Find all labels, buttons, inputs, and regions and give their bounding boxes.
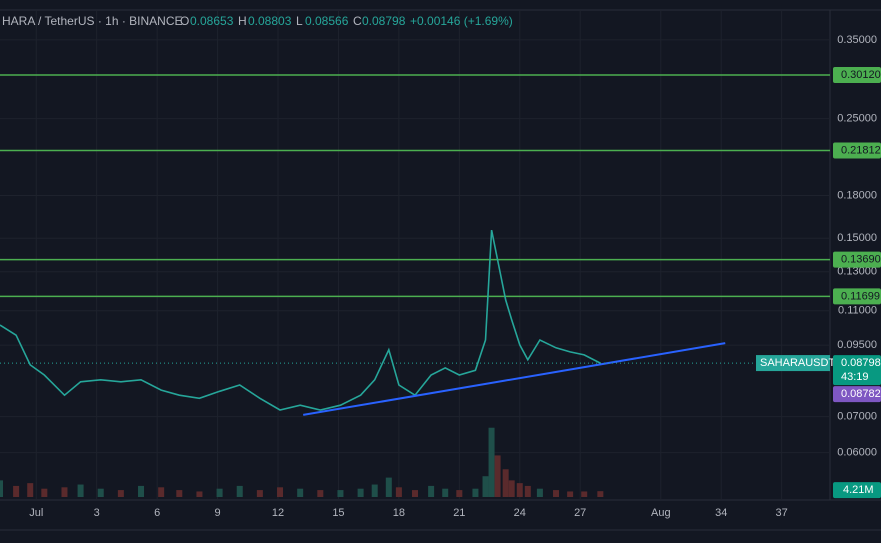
ohlc-value: 0.08798 xyxy=(362,14,406,28)
x-tick-label: Jul xyxy=(29,507,43,519)
volume-bar xyxy=(138,485,145,497)
volume-bar xyxy=(502,469,509,497)
level-label-box xyxy=(833,251,881,268)
volume-label-box xyxy=(833,482,881,499)
volume-bar xyxy=(117,490,124,497)
x-tick-label: 12 xyxy=(272,507,284,519)
volume-bar xyxy=(13,485,20,497)
y-tick-label: 0.07000 xyxy=(837,410,877,422)
volume-bar xyxy=(196,491,203,497)
volume-bar xyxy=(317,490,324,497)
x-tick-label: 24 xyxy=(514,507,526,519)
ohlc-label: C xyxy=(353,14,362,28)
level-label: 0.11699 xyxy=(841,290,880,302)
volume-bar xyxy=(482,476,489,497)
volume-bar xyxy=(236,485,243,497)
y-tick-label: 0.18000 xyxy=(837,189,877,201)
last-price-box xyxy=(833,355,881,386)
header: HARA / TetherUS · 1h · BINANCE O 0.08653… xyxy=(2,14,513,28)
series-name: SAHARAUSDT xyxy=(760,357,835,369)
volume-bar xyxy=(371,484,378,497)
level-label-box xyxy=(833,142,881,159)
x-tick-label: 27 xyxy=(574,507,586,519)
volume-bar xyxy=(61,487,68,497)
volume-bar xyxy=(277,487,284,497)
volume-label: 4.21M xyxy=(843,484,874,496)
series-name-box xyxy=(756,355,830,372)
volume-bar xyxy=(357,488,364,497)
volume-bar xyxy=(567,491,574,497)
volume-bar xyxy=(428,485,435,497)
volume-bar xyxy=(536,488,543,497)
y-tick-label: 0.25000 xyxy=(837,113,877,125)
last-price: 0.08798 xyxy=(841,357,881,369)
volume-bar xyxy=(516,483,523,497)
x-tick-label: 3 xyxy=(94,507,100,519)
x-tick-label: 21 xyxy=(453,507,465,519)
volume-bar xyxy=(442,488,449,497)
ohlc-value: 0.08566 xyxy=(305,14,349,28)
bid-price-box xyxy=(833,386,881,403)
grid xyxy=(0,10,830,500)
volume-bar xyxy=(158,487,165,497)
volume-bar xyxy=(508,480,515,497)
x-tick-label: 6 xyxy=(154,507,160,519)
volume-bar xyxy=(412,490,418,497)
volume-bar xyxy=(337,490,344,497)
volume-bar xyxy=(27,483,34,497)
volume-bar xyxy=(395,487,402,497)
volume-bar xyxy=(256,490,263,497)
level-label-box xyxy=(833,67,881,84)
volume-bar xyxy=(553,490,560,497)
volume-bar xyxy=(297,488,304,497)
volume-bar xyxy=(216,488,223,497)
x-tick-label: 18 xyxy=(393,507,405,519)
ohlc-value: 0.08803 xyxy=(248,14,292,28)
level-label: 0.30120 xyxy=(841,69,881,81)
volume-bar xyxy=(524,485,531,497)
ohlc-value: 0.08653 xyxy=(190,14,234,28)
volume-bar xyxy=(472,488,479,497)
trendline xyxy=(303,342,726,416)
ohlc-label: H xyxy=(238,14,247,28)
price-line xyxy=(0,229,601,411)
volume-bar xyxy=(0,480,3,497)
bid-price: 0.08782 xyxy=(841,388,881,400)
volume-bar xyxy=(581,491,588,497)
ohlc-label: O xyxy=(180,14,189,28)
y-tick-label: 0.15000 xyxy=(837,232,877,244)
x-tick-label: 15 xyxy=(332,507,344,519)
x-tick-label: 34 xyxy=(715,507,727,519)
volume-bar xyxy=(97,488,104,497)
level-label: 0.13690 xyxy=(841,253,881,265)
y-tick-label: 0.09500 xyxy=(837,339,877,351)
change: +0.00146 (+1.69%) xyxy=(410,14,513,28)
ohlc-label: L xyxy=(296,14,303,28)
x-tick-label: 9 xyxy=(215,507,221,519)
x-tick-label: Aug xyxy=(651,507,671,519)
volume-bar xyxy=(176,490,183,497)
volume-bar xyxy=(77,484,84,497)
plot xyxy=(0,74,830,416)
volume-bar xyxy=(494,455,501,497)
volume-bar xyxy=(456,490,463,497)
countdown: 43:19 xyxy=(841,371,869,383)
y-tick-label: 0.06000 xyxy=(837,447,877,459)
volume-bar xyxy=(597,491,604,497)
y-tick-label: 0.13000 xyxy=(837,266,877,278)
volume-bar xyxy=(385,477,392,497)
y-tick-label: 0.11000 xyxy=(838,305,877,317)
volume xyxy=(0,427,604,497)
x-tick-label: 37 xyxy=(776,507,788,519)
level-label: 0.21812 xyxy=(841,144,881,156)
level-label-box xyxy=(833,288,881,305)
volume-bar xyxy=(488,427,495,497)
y-tick-label: 0.35000 xyxy=(837,34,877,46)
symbol: HARA / TetherUS · 1h · BINANCE xyxy=(2,14,183,28)
volume-bar xyxy=(41,488,48,497)
axis: 0.35000 0.25000 0.18000 0.15000 0.13000 0.110… xyxy=(29,34,881,519)
